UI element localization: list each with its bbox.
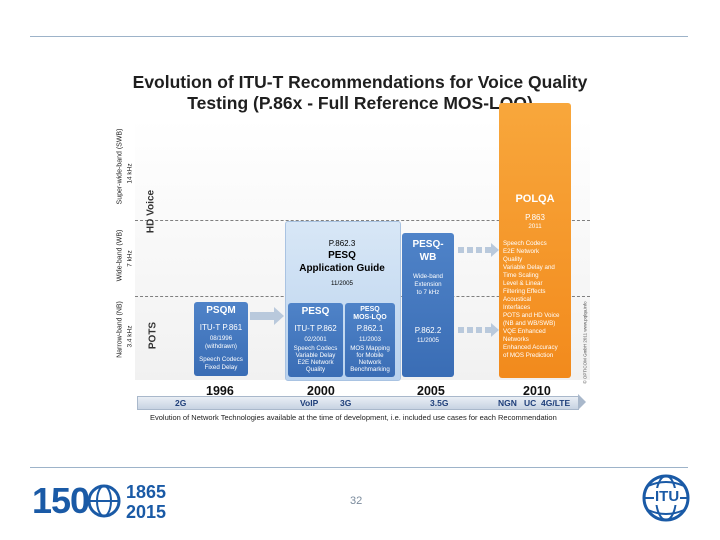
logo-globe-icon (87, 484, 121, 518)
pesq-lqo-note-2: for Mobile (356, 352, 384, 359)
psqm-title: PSQM (206, 305, 236, 316)
nb-label: Narrow-band (NB) (116, 301, 124, 358)
pesq-lqo-title-1: PESQ (360, 306, 380, 313)
arrow-psqm-pesq (250, 312, 274, 320)
polqa-feature: Quality (503, 256, 523, 263)
pesq-lqo-note-3: Network (358, 359, 382, 366)
timeline-ngn: NGN (498, 398, 517, 408)
polqa-feature: Filtering Effects (503, 288, 546, 295)
polqa-feature: Interfaces (503, 304, 531, 311)
pesq-note-4: Quality (305, 366, 326, 373)
timeline-uc: UC (524, 398, 537, 408)
pesq-lqo-title-2: MOS-LQO (353, 314, 387, 321)
arrow-nb-polqa (458, 327, 492, 333)
polqa-box: POLQA P.863 2011 Speech Codecs E2E Networ… (499, 103, 571, 378)
polqa-feature: Time Scaling (503, 272, 539, 279)
page-number: 32 (350, 495, 363, 507)
arrow-psqm-pesq-head (274, 307, 284, 325)
timeline-voip: VoIP (300, 398, 319, 408)
year-2010: 2010 (523, 384, 551, 398)
timeline-2g: 2G (175, 398, 187, 408)
pesq-lqo-date: 11/2003 (359, 336, 381, 343)
psqm-note-1: Speech Codecs (199, 356, 243, 363)
arrow-wb-polqa-head (491, 243, 499, 257)
polqa-title: POLQA (515, 193, 555, 205)
guide-title-1: PESQ (328, 250, 356, 261)
bottom-rule (30, 467, 688, 468)
polqa-feature: (NB and WB/SWB) (503, 320, 556, 327)
pesq-lqo-note-1: MOS Mapping (350, 345, 390, 352)
polqa-feature: Level & Linear (503, 280, 543, 287)
polqa-feature: VQE Enhanced (503, 328, 546, 335)
pesq-wb-date: 11/2005 (417, 337, 439, 344)
logo-years-bottom: 2015 (126, 502, 167, 522)
psqm-rec: ITU-T P.861 (199, 323, 243, 332)
pesq-wb-title-1: PESQ- (412, 239, 444, 250)
title-line-2: Testing (P.86x - Full Reference MOS-LQO) (187, 93, 533, 113)
pesq-wb-note-2: Extension (414, 281, 442, 288)
timeline-4g-lte: 4G/LTE (541, 398, 571, 408)
pesq-mos-lqo-box: PESQ MOS-LQO P.862.1 11/2003 MOS Mapping… (345, 303, 395, 377)
side-credit: © OPTICOM GmbH 2011 www.pqlqa.info (582, 301, 588, 384)
title-line-1: Evolution of ITU-T Recommendations for V… (132, 72, 588, 92)
guide-date: 11/2005 (331, 280, 353, 287)
pesq-lqo-rec: P.862.1 (356, 324, 384, 333)
pesq-lqo-note-4: Benchmarking (350, 366, 390, 373)
guide-title-2: Application Guide (299, 263, 385, 274)
pesq-note-1: Speech Codecs (293, 345, 338, 352)
pesq-rec: ITU-T P.862 (294, 324, 337, 333)
nb-freq: 3.4 kHz (126, 325, 134, 348)
psqm-status: (withdrawn) (205, 343, 237, 350)
top-rule (30, 36, 688, 37)
polqa-feature: Enhanced Accuracy (503, 344, 558, 351)
logo-number: 150 (32, 480, 90, 521)
polqa-feature: E2E Network (503, 248, 540, 255)
wb-freq: 7 kHz (126, 250, 134, 267)
psqm-box: PSQM ITU-T P.861 08/1996 (withdrawn) Spe… (194, 302, 248, 376)
itu-logo: ITU (640, 472, 692, 528)
hd-voice-label: HD Voice (145, 189, 157, 234)
pesq-box: PESQ ITU-T P.862 02/2001 Speech Codecs V… (288, 303, 343, 377)
pesq-wb-rec: P.862.2 (414, 326, 442, 335)
polqa-feature: Speech Codecs (503, 240, 547, 247)
pesq-wb-box: PESQ- WB Wide-band Extension to 7 kHz P.… (402, 233, 454, 377)
polqa-feature: Variable Delay and (503, 264, 555, 271)
timeline-3g: 3G (340, 398, 352, 408)
year-2005: 2005 (417, 384, 445, 398)
pesq-note-2: Variable Delay (295, 352, 336, 359)
itu-logo-text: ITU (654, 488, 681, 505)
logo-years-top: 1865 (126, 482, 167, 502)
pesq-note-3: E2E Network (297, 359, 334, 366)
pesq-wb-note-1: Wide-band (413, 273, 443, 280)
pesq-wb-title-2: WB (419, 252, 437, 263)
wb-label: Wide-band (WB) (116, 229, 124, 282)
polqa-feature: POTS and HD Voice (503, 312, 560, 319)
timeline-caption: Evolution of Network Technologies availa… (150, 413, 557, 422)
arrow-nb-polqa-head (491, 323, 499, 337)
arrow-wb-polqa (458, 247, 492, 253)
psqm-date: 08/1996 (209, 335, 233, 342)
year-2000: 2000 (307, 384, 335, 398)
itu-150-logo: 150 1865 2015 (32, 478, 182, 526)
pesq-date: 02/2001 (304, 336, 327, 343)
polqa-rec: P.863 (525, 213, 545, 222)
year-1996: 1996 (206, 384, 234, 398)
guide-rec: P.862.3 (328, 239, 356, 248)
swb-freq: 14 kHz (126, 163, 134, 184)
pots-label: POTS (147, 321, 159, 350)
polqa-feature: Networks (503, 336, 529, 343)
polqa-date: 2011 (528, 223, 542, 230)
polqa-feature: Acoustical (503, 296, 532, 303)
swb-wb-divider (135, 220, 590, 221)
swb-label: Super-wide-band (SWB) (116, 128, 124, 205)
pesq-wb-note-3: to 7 kHz (416, 289, 440, 296)
psqm-note-2: Fixed Delay (204, 364, 238, 371)
timeline-3-5g: 3.5G (430, 398, 449, 408)
polqa-feature: of MOS Prediction (503, 352, 554, 359)
pesq-title: PESQ (301, 306, 330, 317)
diagram-title: Evolution of ITU-T Recommendations for V… (110, 72, 610, 114)
timeline-arrow-head (578, 394, 586, 410)
